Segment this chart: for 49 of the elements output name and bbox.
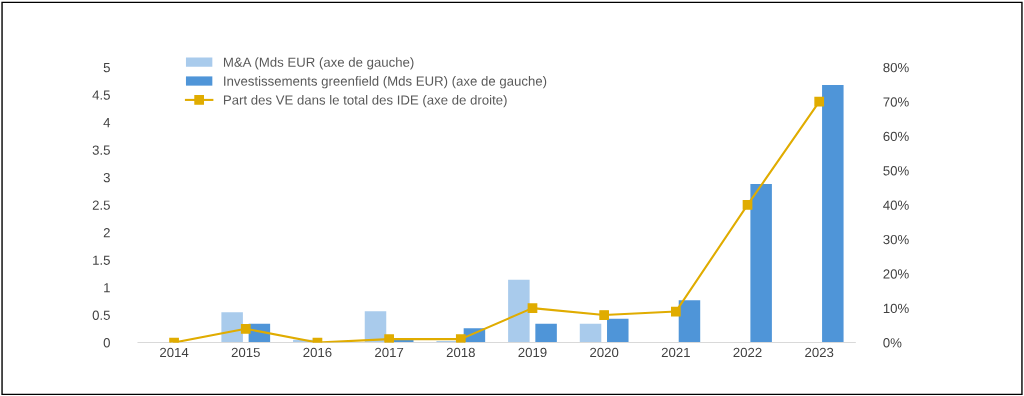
bar	[607, 318, 629, 343]
y-tick-label: 4	[103, 118, 111, 128]
y2-tick-label: 0%	[883, 338, 902, 348]
x-tick-label: 2021	[661, 347, 690, 358]
y-tick-label: 5	[103, 63, 110, 73]
point	[455, 334, 466, 343]
x-tick-label: 2017	[375, 347, 404, 358]
point	[384, 334, 394, 343]
y-tick-label: 3	[103, 172, 110, 183]
y2-tick-label: 60%	[883, 131, 909, 142]
y-tick-label: 2	[103, 228, 110, 238]
bar	[822, 84, 844, 343]
point	[814, 96, 825, 107]
bar	[579, 323, 602, 343]
y2-tick-label: 80%	[883, 62, 909, 73]
y-tick-label: 3.5	[92, 145, 110, 155]
legend-label: M&A (Mds EUR (axe de gauche)	[223, 57, 414, 70]
y2-tick-label: 30%	[883, 234, 909, 245]
y2-tick-label: 50%	[883, 166, 909, 176]
y2-tick-label: 20%	[883, 269, 909, 279]
y-tick-label: 1.5	[93, 255, 110, 265]
x-tick-label: 2015	[231, 347, 260, 358]
x-tick-label: 2023	[805, 347, 834, 358]
y2-tick-label: 70%	[883, 97, 909, 107]
x-tick-label: 2014	[160, 347, 189, 358]
y-tick-label: 4.5	[92, 90, 110, 100]
y-tick-label: 0.5	[92, 310, 110, 320]
y-tick-label: 1	[104, 283, 110, 293]
y2-tick-label: 10%	[883, 303, 909, 314]
bar	[508, 279, 530, 343]
x-tick-label: 2019	[518, 347, 547, 358]
x-tick-label: 2016	[303, 347, 332, 358]
point	[670, 306, 681, 317]
x-tick-label: 2022	[733, 347, 762, 358]
x-tick-label: 2018	[446, 347, 475, 358]
bar	[221, 312, 243, 343]
x-tick-label: 2020	[590, 347, 619, 358]
legend-label: Part des VE dans le total des IDE (axe de droite)	[223, 94, 507, 108]
bar	[678, 300, 701, 343]
bar	[750, 184, 772, 343]
y-tick-label: 2.5	[92, 200, 110, 210]
bar	[535, 323, 557, 343]
point	[599, 310, 610, 320]
legend-label: Investissements greenfield (Mds EUR) (axe de gauche)	[224, 76, 547, 89]
point	[527, 303, 538, 313]
point	[240, 323, 251, 334]
point	[742, 200, 753, 210]
y-tick-label: 0	[103, 338, 110, 348]
y2-tick-label: 40%	[883, 200, 909, 210]
